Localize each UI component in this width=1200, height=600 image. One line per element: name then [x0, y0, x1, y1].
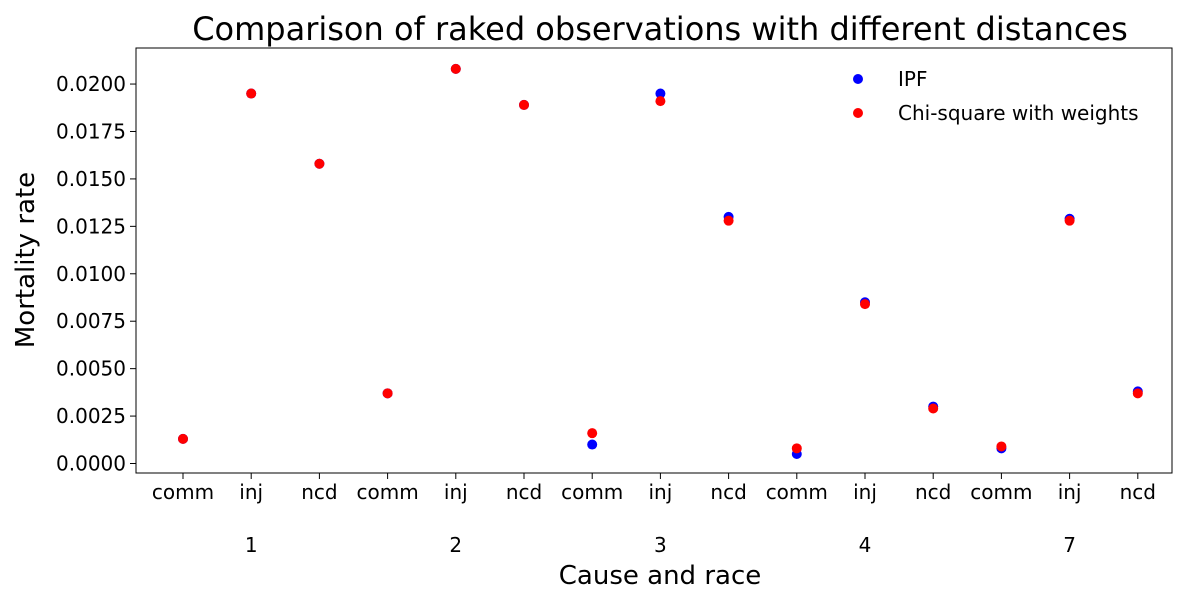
data-point [655, 96, 666, 107]
x-tick-label: comm [970, 480, 1032, 504]
data-point [587, 439, 598, 450]
x-tick-label: inj [444, 480, 468, 504]
x-tick-label: ncd [915, 480, 951, 504]
x-axis-ticks: comm inj ncd comm inj ncd comm inj ncd comm inj ncd… [152, 473, 1156, 504]
x-group-label: 4 [859, 533, 872, 557]
y-tick-label: 0.0075 [56, 309, 126, 333]
x-tick-label: ncd [1120, 480, 1156, 504]
y-tick-label: 0.0125 [56, 214, 126, 238]
x-group-label: 3 [654, 533, 667, 557]
x-group-label: 7 [1063, 533, 1076, 557]
y-axis-ticks: 0.0000 0.0025 0.0050 0.0075 0.0100 0.0125 0.01… [56, 72, 136, 476]
data-point [996, 441, 1007, 452]
x-tick-label: ncd [301, 480, 337, 504]
data-point [450, 63, 461, 74]
plot-frame [135, 47, 1173, 474]
data-point [382, 388, 393, 399]
series-chi-square [178, 63, 1143, 454]
x-group-labels: 1 2 3 4 7 [245, 533, 1076, 557]
x-group-label: 2 [449, 533, 462, 557]
data-point [587, 428, 598, 439]
data-point [314, 158, 325, 169]
x-axis-label: Cause and race [559, 561, 761, 591]
y-tick-label: 0.0100 [56, 262, 126, 286]
data-point [791, 443, 802, 454]
data-point [860, 299, 870, 310]
data-point [723, 215, 734, 226]
y-tick-label: 0.0050 [56, 357, 126, 381]
data-point [178, 433, 188, 444]
legend: IPF Chi-square with weights [853, 67, 1139, 125]
y-tick-label: 0.0000 [56, 452, 126, 476]
x-tick-label: comm [561, 480, 623, 504]
x-tick-label: ncd [506, 480, 542, 504]
y-axis-label: Mortality rate [11, 172, 41, 348]
x-tick-label: comm [356, 480, 418, 504]
legend-marker-chi-square [853, 108, 863, 118]
data-point [1064, 215, 1075, 226]
data-point [655, 88, 666, 99]
data-point [1132, 388, 1143, 399]
x-tick-label: ncd [710, 480, 746, 504]
chart-title: Comparison of raked observations with di… [192, 10, 1128, 48]
x-tick-label: inj [1058, 480, 1082, 504]
x-tick-label: inj [239, 480, 263, 504]
x-tick-label: comm [152, 480, 214, 504]
x-tick-label: comm [766, 480, 828, 504]
plot-area [135, 47, 1173, 474]
legend-marker-ipf [853, 74, 863, 84]
data-point [928, 403, 939, 414]
legend-label-chi-square: Chi-square with weights [898, 101, 1139, 125]
data-point [519, 99, 529, 110]
y-tick-label: 0.0150 [56, 167, 126, 191]
series-layer [178, 63, 1143, 460]
legend-label-ipf: IPF [898, 67, 927, 91]
x-tick-label: inj [853, 480, 877, 504]
x-tick-label: inj [649, 480, 673, 504]
data-point [246, 88, 257, 99]
y-tick-label: 0.0025 [56, 404, 126, 428]
y-tick-label: 0.0200 [56, 72, 126, 96]
x-group-label: 1 [245, 533, 258, 557]
y-tick-label: 0.0175 [56, 119, 126, 143]
